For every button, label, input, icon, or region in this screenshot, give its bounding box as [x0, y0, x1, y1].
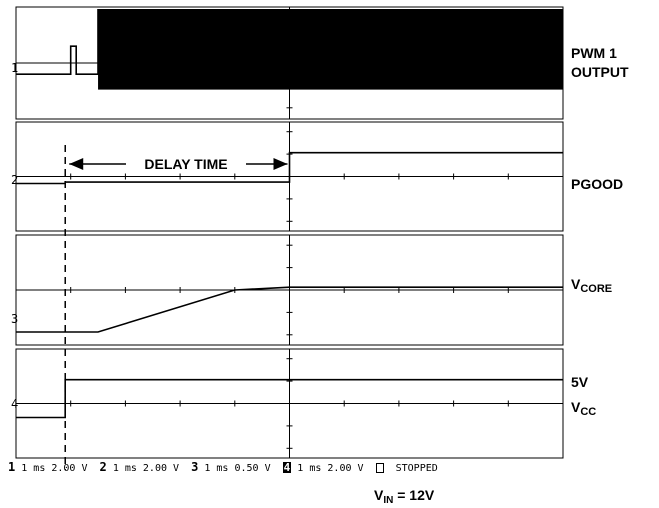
readout-ch3-num: 3 — [191, 460, 199, 474]
scope-readout: 1 1 ms 2.00 V 2 1 ms 2.00 V 3 1 ms 0.50 … — [8, 460, 438, 474]
label-5v: 5V — [571, 374, 589, 390]
label-vcore: VCORE — [571, 276, 613, 295]
readout-ch4-num: 4 — [282, 461, 292, 474]
ch4-marker: 4 — [11, 397, 19, 411]
readout-status: STOPPED — [395, 463, 438, 474]
ch3-marker: 3 — [11, 312, 19, 326]
label-vcc: VCC — [571, 399, 597, 418]
pwm-burst — [98, 9, 564, 90]
stopped-icon — [375, 463, 384, 473]
delay-arrow-right-head — [273, 158, 288, 170]
ch2-marker: 2 — [11, 173, 19, 187]
readout-ch4-text: 1 ms 2.00 V — [297, 463, 364, 474]
readout-ch1-text: 1 ms 2.00 V — [21, 463, 88, 474]
delay-arrow-left-head — [69, 158, 84, 170]
ch1-marker: 1 — [11, 61, 19, 75]
vin-caption: VIN = 12V — [374, 487, 435, 506]
trace-ch1 — [16, 9, 563, 75]
trace-ch2 — [16, 151, 563, 185]
readout-ch2-text: 1 ms 2.00 V — [112, 463, 180, 474]
readout-ch2-num: 2 — [99, 460, 107, 474]
label-pgood: PGOOD — [571, 176, 624, 192]
readout-ch1-num: 1 — [8, 460, 16, 474]
trace-ch3 — [16, 286, 563, 333]
delay-label-bg — [126, 154, 246, 172]
delay-time-label: DELAY TIME — [144, 156, 227, 172]
label-pwm1: PWM 1 OUTPUT — [571, 45, 629, 80]
readout-ch3-text: 1 ms 0.50 V — [204, 463, 271, 474]
